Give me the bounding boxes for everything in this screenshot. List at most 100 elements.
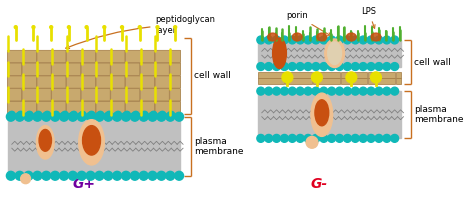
Circle shape <box>51 171 60 180</box>
Circle shape <box>371 72 382 83</box>
Circle shape <box>113 171 121 180</box>
FancyBboxPatch shape <box>96 76 125 88</box>
Circle shape <box>67 26 70 29</box>
Circle shape <box>104 112 113 121</box>
FancyBboxPatch shape <box>8 89 22 101</box>
Circle shape <box>351 63 359 70</box>
Circle shape <box>344 87 351 95</box>
FancyBboxPatch shape <box>66 101 95 114</box>
Circle shape <box>273 135 281 142</box>
Circle shape <box>288 63 296 70</box>
Bar <box>285 72 312 78</box>
Circle shape <box>367 36 375 44</box>
Circle shape <box>53 111 60 118</box>
Circle shape <box>383 36 391 44</box>
Circle shape <box>312 36 320 44</box>
Circle shape <box>79 111 86 118</box>
Bar <box>258 40 401 66</box>
Circle shape <box>328 63 336 70</box>
Circle shape <box>344 36 351 44</box>
Circle shape <box>141 111 148 118</box>
Circle shape <box>85 26 88 29</box>
Circle shape <box>68 171 77 180</box>
Circle shape <box>124 111 130 118</box>
Ellipse shape <box>315 100 328 126</box>
Circle shape <box>132 111 139 118</box>
Circle shape <box>14 26 17 29</box>
Circle shape <box>304 87 312 95</box>
Ellipse shape <box>325 39 345 67</box>
Circle shape <box>148 112 157 121</box>
Text: peptidoglycan
layer: peptidoglycan layer <box>66 15 216 49</box>
FancyBboxPatch shape <box>81 89 110 101</box>
Circle shape <box>24 112 33 121</box>
Bar <box>313 78 339 84</box>
Text: G+: G+ <box>73 177 96 190</box>
FancyBboxPatch shape <box>126 50 155 63</box>
Circle shape <box>139 171 148 180</box>
Circle shape <box>320 87 328 95</box>
Circle shape <box>15 171 24 180</box>
Circle shape <box>328 87 336 95</box>
Circle shape <box>336 63 344 70</box>
FancyBboxPatch shape <box>22 89 51 101</box>
Ellipse shape <box>36 126 54 159</box>
FancyBboxPatch shape <box>155 101 181 114</box>
Circle shape <box>33 171 42 180</box>
FancyBboxPatch shape <box>140 89 169 101</box>
Circle shape <box>62 111 68 118</box>
FancyBboxPatch shape <box>96 101 125 114</box>
Circle shape <box>312 63 320 70</box>
Circle shape <box>351 135 359 142</box>
Circle shape <box>375 36 383 44</box>
Circle shape <box>173 26 177 29</box>
Circle shape <box>50 26 53 29</box>
Circle shape <box>32 26 35 29</box>
Bar <box>368 72 395 78</box>
Circle shape <box>68 112 77 121</box>
Circle shape <box>86 171 95 180</box>
Bar <box>285 78 312 84</box>
Bar <box>258 72 284 78</box>
Circle shape <box>265 36 273 44</box>
Circle shape <box>320 63 328 70</box>
Text: cell wall: cell wall <box>194 71 231 80</box>
Circle shape <box>265 87 273 95</box>
Circle shape <box>288 36 296 44</box>
Circle shape <box>359 36 367 44</box>
Circle shape <box>104 171 113 180</box>
FancyBboxPatch shape <box>52 89 81 101</box>
FancyBboxPatch shape <box>126 76 155 88</box>
Circle shape <box>344 63 351 70</box>
Circle shape <box>150 111 157 118</box>
Circle shape <box>320 36 328 44</box>
Circle shape <box>281 36 288 44</box>
Circle shape <box>336 87 344 95</box>
Ellipse shape <box>273 38 286 68</box>
Circle shape <box>26 111 33 118</box>
Circle shape <box>359 135 367 142</box>
FancyBboxPatch shape <box>8 63 22 75</box>
Circle shape <box>273 87 281 95</box>
FancyBboxPatch shape <box>37 101 66 114</box>
Circle shape <box>42 171 51 180</box>
Circle shape <box>311 72 322 83</box>
Ellipse shape <box>371 33 381 41</box>
FancyBboxPatch shape <box>8 76 36 88</box>
FancyBboxPatch shape <box>81 63 110 75</box>
Circle shape <box>296 87 304 95</box>
Circle shape <box>156 26 159 29</box>
Circle shape <box>351 87 359 95</box>
FancyBboxPatch shape <box>37 76 66 88</box>
Text: porin: porin <box>286 11 331 36</box>
FancyBboxPatch shape <box>66 76 95 88</box>
Circle shape <box>257 63 265 70</box>
Circle shape <box>51 112 60 121</box>
FancyBboxPatch shape <box>111 89 140 101</box>
FancyBboxPatch shape <box>52 63 81 75</box>
Circle shape <box>367 135 375 142</box>
Circle shape <box>328 36 336 44</box>
Circle shape <box>375 87 383 95</box>
FancyBboxPatch shape <box>170 89 181 101</box>
Circle shape <box>306 136 318 148</box>
